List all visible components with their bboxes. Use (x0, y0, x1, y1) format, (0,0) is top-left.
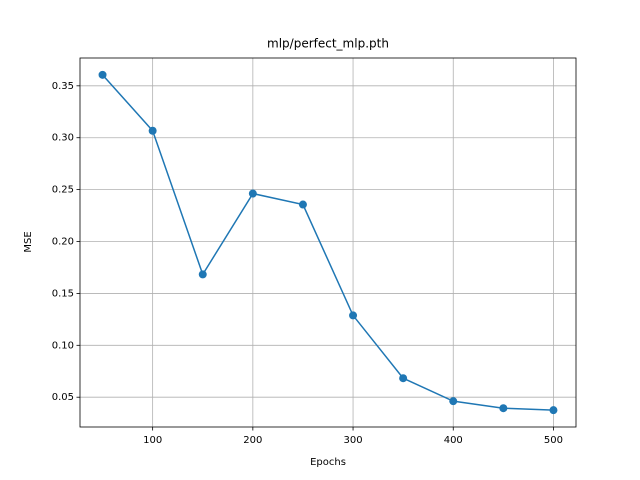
y-tick-label: 0.35 (52, 81, 74, 92)
y-tick-label: 0.30 (52, 133, 74, 144)
data-point (499, 404, 508, 413)
data-point (248, 189, 257, 198)
x-axis-label: Epochs (310, 457, 346, 468)
series-line (101, 74, 554, 411)
plot-frame (79, 57, 577, 428)
x-tick-label: 300 (344, 435, 363, 446)
x-tick-label: 200 (243, 435, 262, 446)
data-point (298, 200, 307, 209)
y-tick-label: 0.10 (52, 340, 74, 351)
y-tick-label: 0.05 (52, 392, 74, 403)
y-tick-label: 0.25 (52, 185, 74, 196)
data-point (399, 374, 408, 383)
data-point (198, 270, 207, 279)
y-tick-label: 0.15 (52, 288, 74, 299)
x-tick-label: 100 (143, 435, 162, 446)
chart-title: mlp/perfect_mlp.pth (267, 37, 389, 51)
x-tick-label: 400 (444, 435, 463, 446)
data-point (349, 311, 358, 320)
x-tick-label: 500 (544, 435, 563, 446)
data-point (98, 70, 107, 79)
data-point (449, 397, 458, 406)
y-axis-label: MSE (23, 231, 34, 252)
data-point (148, 126, 157, 135)
y-tick-label: 0.20 (52, 237, 74, 248)
data-point (549, 406, 558, 415)
